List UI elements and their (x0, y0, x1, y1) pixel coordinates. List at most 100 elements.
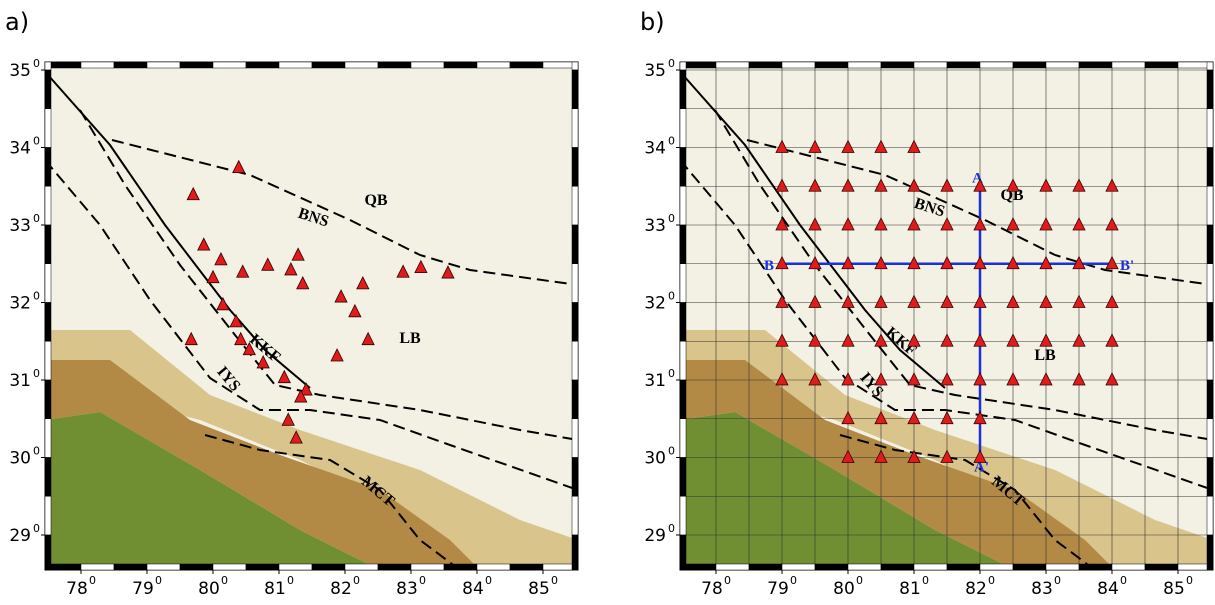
station (242, 341, 256, 356)
border-seg (1045, 563, 1080, 571)
station (973, 449, 987, 463)
station (841, 178, 855, 192)
degree-mark: 0 (668, 57, 675, 70)
station (775, 255, 789, 270)
x-tick-label: 84 (1097, 579, 1119, 599)
border-seg (44, 418, 52, 458)
degree-mark: 0 (353, 574, 360, 587)
degree-mark: 0 (33, 290, 40, 303)
station (841, 217, 855, 231)
station (277, 369, 291, 384)
border-seg (509, 61, 544, 69)
border-seg (1078, 61, 1113, 69)
degree-mark: 0 (221, 574, 228, 587)
y-tick-label: 30 (644, 449, 666, 469)
station (234, 331, 248, 346)
station (874, 217, 888, 231)
border-seg (847, 563, 882, 571)
border-seg (781, 563, 816, 571)
station (1039, 294, 1053, 308)
station (281, 412, 295, 426)
border-seg (44, 302, 52, 342)
station (775, 178, 789, 192)
station (907, 178, 921, 192)
x-tick-label: 81 (899, 579, 921, 599)
border-seg (913, 563, 948, 571)
station (874, 449, 888, 463)
fault-kkf (47, 74, 311, 389)
border-seg (748, 61, 783, 69)
border-seg (946, 563, 981, 571)
border-seg (1206, 534, 1214, 571)
station (1105, 178, 1119, 192)
fault (79, 109, 578, 441)
y-tick-label: 29 (9, 526, 31, 546)
station (1105, 255, 1119, 270)
station (1006, 372, 1020, 386)
border-seg (880, 563, 915, 571)
y-tick-label: 32 (9, 294, 31, 314)
station (874, 139, 888, 153)
station (334, 289, 348, 303)
station (296, 276, 310, 290)
profile-start: A (972, 170, 983, 186)
border-seg (1012, 563, 1047, 571)
border-seg (1206, 263, 1214, 303)
x-tick-label: 78 (66, 579, 88, 599)
border-seg (179, 61, 214, 69)
fault (204, 434, 461, 570)
border-seg (1206, 147, 1214, 187)
station (291, 247, 305, 261)
station (361, 331, 375, 346)
border-seg (1177, 563, 1212, 571)
border-seg (1012, 61, 1047, 69)
station (1039, 217, 1053, 231)
degree-mark: 0 (419, 574, 426, 587)
station (184, 331, 198, 346)
degree-mark: 0 (1186, 574, 1193, 587)
border-seg (571, 379, 579, 419)
border-seg (571, 108, 579, 148)
border-seg (245, 61, 280, 69)
border-seg (476, 61, 511, 69)
degree-mark: 0 (988, 574, 995, 587)
y-tick-label: 34 (644, 139, 666, 159)
station (940, 217, 954, 231)
station (414, 259, 428, 274)
border-seg (679, 534, 687, 571)
station (907, 217, 921, 231)
border-seg (1206, 69, 1214, 109)
profile-start: B (764, 258, 774, 274)
border-seg (679, 108, 687, 148)
station (940, 255, 954, 270)
station (874, 255, 888, 270)
station (775, 139, 789, 153)
terrain-himalaya (680, 360, 1115, 570)
degree-mark: 0 (33, 445, 40, 458)
border-seg (44, 379, 52, 419)
degree-mark: 0 (485, 574, 492, 587)
border-seg (1111, 61, 1146, 69)
station (229, 313, 243, 328)
degree-mark: 0 (89, 574, 96, 587)
border-seg (571, 534, 579, 571)
station (1105, 333, 1119, 347)
station (186, 186, 200, 201)
station (940, 410, 954, 425)
station (1006, 294, 1020, 308)
station (841, 410, 855, 425)
border-seg (1144, 61, 1179, 69)
region-label: LB (1034, 347, 1056, 364)
border-seg (979, 61, 1014, 69)
station (940, 372, 954, 386)
border-seg (679, 457, 687, 497)
border-seg (278, 61, 313, 69)
border-seg (542, 563, 577, 571)
station (1105, 217, 1119, 231)
degree-mark: 0 (668, 290, 675, 303)
border-seg (571, 61, 579, 71)
border-seg (679, 302, 687, 342)
station (874, 294, 888, 308)
y-tick-label: 33 (644, 216, 666, 236)
